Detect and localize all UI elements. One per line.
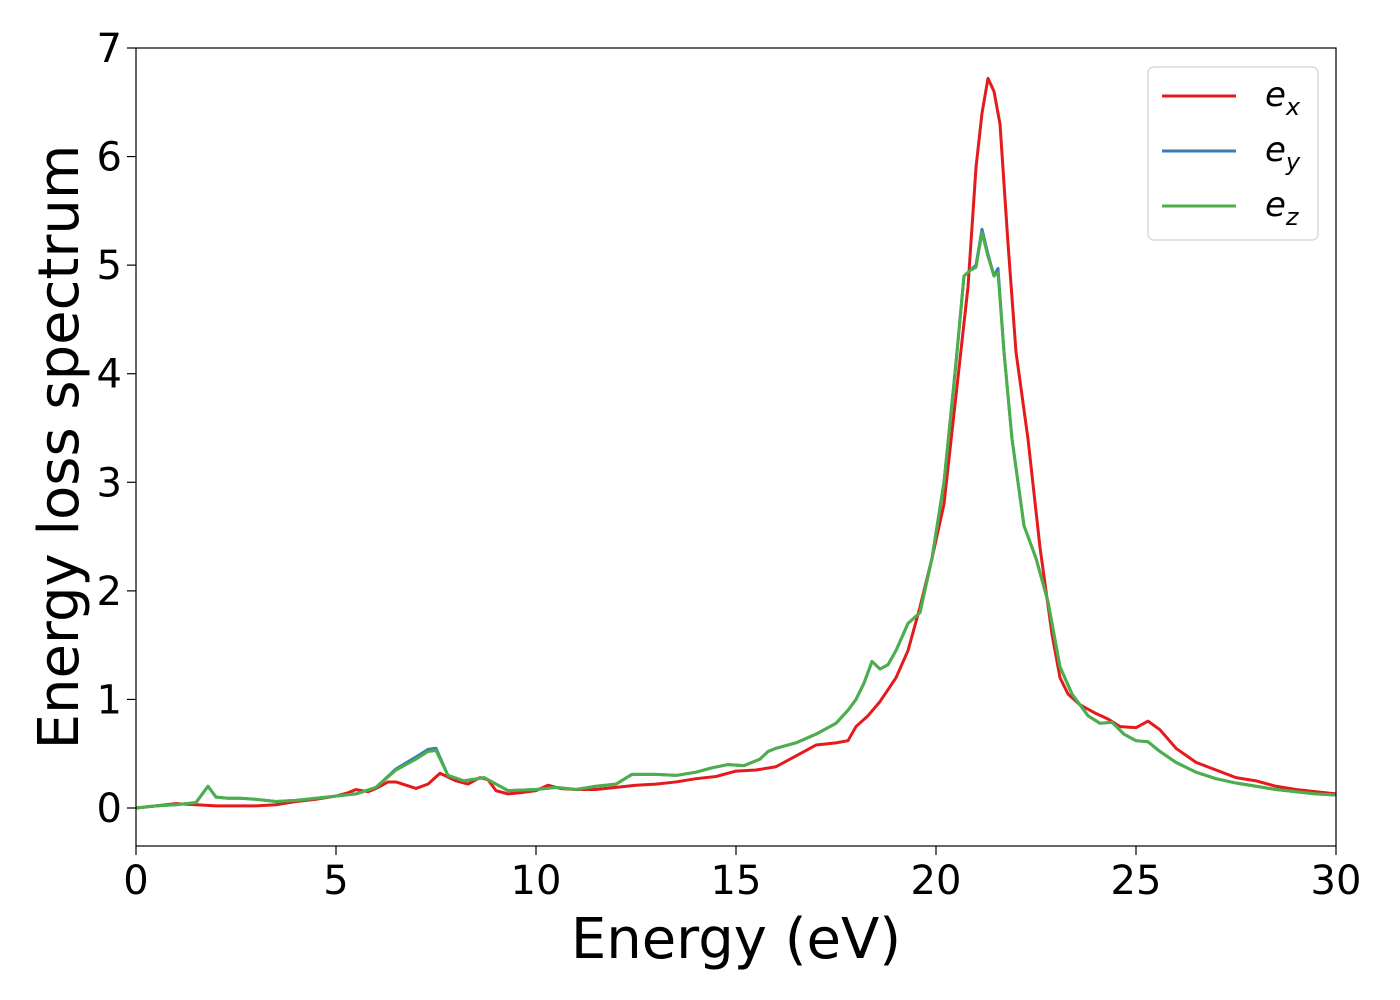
y-tick-label: 1 bbox=[97, 677, 122, 723]
y-axis-label: Energy loss spectrum bbox=[27, 145, 92, 750]
series-line-y bbox=[136, 227, 1336, 810]
x-tick-label: 0 bbox=[123, 858, 148, 904]
y-tick-label: 3 bbox=[97, 460, 122, 506]
y-tick-label: 2 bbox=[97, 569, 122, 615]
legend-label-y: ey bbox=[1265, 130, 1301, 176]
y-tick-label: 7 bbox=[97, 26, 122, 72]
legend: ex ey ez bbox=[1147, 66, 1319, 241]
y-tick-label: 0 bbox=[97, 786, 122, 832]
x-tick-label: 15 bbox=[711, 858, 762, 904]
y-tick-label: 5 bbox=[97, 243, 122, 289]
x-tick-label: 25 bbox=[1111, 858, 1162, 904]
x-tick-label: 30 bbox=[1311, 858, 1362, 904]
y-tick-label: 4 bbox=[97, 352, 122, 398]
legend-box bbox=[1147, 66, 1319, 241]
legend-label-x: ex bbox=[1265, 75, 1301, 121]
x-tick-label: 10 bbox=[511, 858, 562, 904]
legend-label-z: ez bbox=[1265, 185, 1300, 231]
x-axis-label: Energy (eV) bbox=[571, 907, 901, 972]
x-tick-label: 5 bbox=[323, 858, 348, 904]
x-tick-label: 20 bbox=[911, 858, 962, 904]
series-line-z bbox=[136, 231, 1336, 810]
axis-ticks: 0 5 10 15 20 25 30 0 1 2 3 4 5 6 7 bbox=[97, 26, 1362, 904]
series-lines bbox=[136, 76, 1336, 810]
y-tick-label: 6 bbox=[97, 135, 122, 181]
